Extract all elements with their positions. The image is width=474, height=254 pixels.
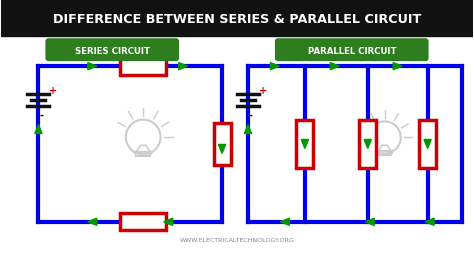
Polygon shape xyxy=(88,63,97,70)
Text: WWW.ELECTRICALTECHNOLOGY.ORG: WWW.ELECTRICALTECHNOLOGY.ORG xyxy=(180,237,294,242)
Polygon shape xyxy=(164,218,173,226)
Text: -: - xyxy=(249,110,253,121)
Bar xyxy=(120,58,166,75)
Text: PARALLEL CIRCUIT: PARALLEL CIRCUIT xyxy=(308,46,396,55)
Text: SERIES CIRCUIT: SERIES CIRCUIT xyxy=(75,46,150,55)
Polygon shape xyxy=(88,218,97,226)
Polygon shape xyxy=(245,125,252,134)
Polygon shape xyxy=(365,218,374,226)
Bar xyxy=(296,121,313,168)
FancyBboxPatch shape xyxy=(275,39,428,62)
FancyBboxPatch shape xyxy=(46,39,179,62)
Text: +: + xyxy=(49,86,57,96)
Polygon shape xyxy=(281,218,290,226)
Bar xyxy=(214,123,230,165)
Polygon shape xyxy=(425,218,434,226)
Polygon shape xyxy=(301,140,309,149)
Polygon shape xyxy=(271,63,279,70)
Polygon shape xyxy=(393,63,402,70)
Bar xyxy=(359,121,376,168)
Bar xyxy=(419,121,436,168)
Polygon shape xyxy=(364,140,371,149)
Polygon shape xyxy=(424,140,431,149)
Text: +: + xyxy=(259,86,267,96)
Polygon shape xyxy=(35,125,42,134)
Polygon shape xyxy=(330,63,339,70)
Bar xyxy=(120,213,166,230)
Text: DIFFERENCE BETWEEN SERIES & PARALLEL CIRCUIT: DIFFERENCE BETWEEN SERIES & PARALLEL CIR… xyxy=(53,13,421,26)
Text: -: - xyxy=(39,110,44,121)
Polygon shape xyxy=(219,145,226,154)
Bar xyxy=(0,0,474,37)
Polygon shape xyxy=(179,63,188,70)
